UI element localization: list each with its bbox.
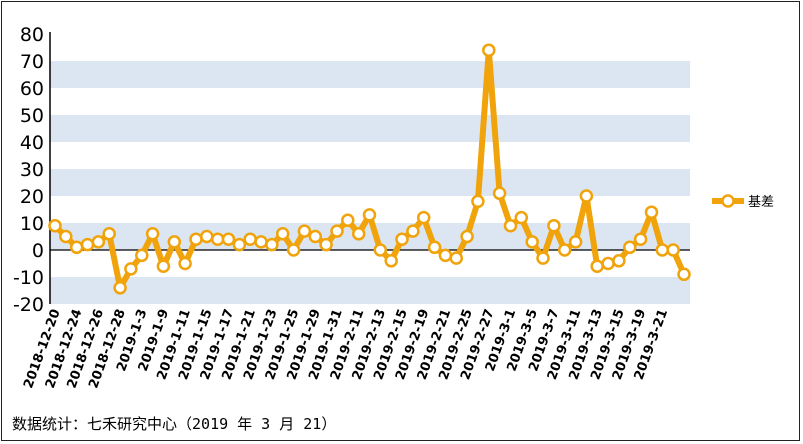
y-tick-label: 30	[20, 159, 44, 181]
data-point	[275, 227, 290, 241]
data-point	[102, 227, 116, 241]
grid-band	[50, 61, 690, 88]
data-point	[612, 254, 626, 268]
data-point	[48, 218, 62, 233]
data-point	[113, 281, 127, 295]
data-point	[623, 240, 637, 255]
data-point	[59, 229, 73, 244]
y-tick-label: 60	[20, 78, 44, 100]
data-point	[644, 205, 659, 219]
data-point	[590, 259, 604, 273]
y-tick-labels: 80 70 60 50 40 30 20 10 0 -10 -20	[13, 24, 44, 316]
y-tick-label: -10	[13, 267, 44, 289]
data-point	[416, 210, 431, 225]
data-point	[69, 240, 84, 255]
data-point	[427, 240, 442, 255]
data-point	[265, 237, 279, 252]
data-point	[525, 235, 539, 249]
data-point	[189, 232, 203, 246]
data-point	[482, 43, 496, 57]
data-point	[406, 224, 420, 238]
grid-band	[50, 115, 690, 142]
y-tick-label: 20	[20, 186, 44, 208]
data-point	[167, 235, 182, 249]
data-point	[547, 218, 561, 233]
data-point	[666, 243, 680, 257]
data-point	[286, 243, 301, 257]
legend-marker-swatch	[721, 194, 735, 208]
data-point	[514, 210, 529, 225]
data-point	[460, 229, 474, 244]
data-point	[503, 218, 518, 233]
data-point	[91, 235, 106, 249]
data-point	[395, 232, 409, 246]
data-point	[330, 224, 344, 238]
data-point	[221, 232, 236, 246]
data-point	[80, 237, 95, 252]
data-point	[308, 229, 323, 244]
data-point	[362, 208, 377, 222]
data-point	[341, 213, 355, 228]
source-note: 数据统计：七禾研究中心（2019 年 3 月 21）	[12, 415, 337, 433]
legend-label-basis: 基差	[748, 195, 774, 210]
y-tick-label: 40	[20, 132, 44, 154]
data-point	[135, 248, 149, 263]
data-point	[557, 243, 572, 257]
data-point	[351, 227, 366, 241]
y-tick-label: 80	[20, 24, 44, 46]
data-point	[601, 256, 615, 271]
grid-bands	[50, 61, 690, 304]
data-point	[655, 243, 670, 257]
data-point	[145, 227, 160, 241]
data-point	[536, 251, 550, 265]
data-point	[319, 237, 333, 252]
grid-band	[50, 277, 690, 304]
data-point	[373, 243, 388, 257]
data-point	[232, 237, 247, 252]
grid-band	[50, 169, 690, 196]
data-point	[438, 248, 453, 263]
series-layer	[48, 43, 691, 295]
data-point	[200, 229, 214, 244]
data-point	[471, 194, 485, 209]
data-point	[384, 254, 398, 268]
y-tick-label: 70	[20, 51, 44, 73]
data-point	[178, 256, 192, 271]
data-point	[579, 189, 594, 203]
x-tick-labels: 2018-12-202018-12-242018-12-262018-12-28…	[21, 307, 671, 390]
data-point	[124, 262, 138, 276]
legend: 基差	[712, 194, 774, 210]
y-tick-label: -20	[13, 294, 44, 316]
y-tick-label: 10	[20, 213, 44, 235]
data-point	[297, 224, 312, 238]
data-point	[449, 251, 464, 265]
data-point	[568, 235, 583, 249]
data-point	[633, 232, 648, 246]
data-point	[677, 267, 691, 282]
y-tick-label: 0	[32, 240, 44, 262]
data-point	[156, 259, 171, 273]
y-tick-label: 50	[20, 105, 44, 127]
data-point	[492, 186, 507, 201]
data-point	[210, 232, 225, 246]
data-point	[254, 235, 268, 249]
data-point	[243, 232, 257, 246]
